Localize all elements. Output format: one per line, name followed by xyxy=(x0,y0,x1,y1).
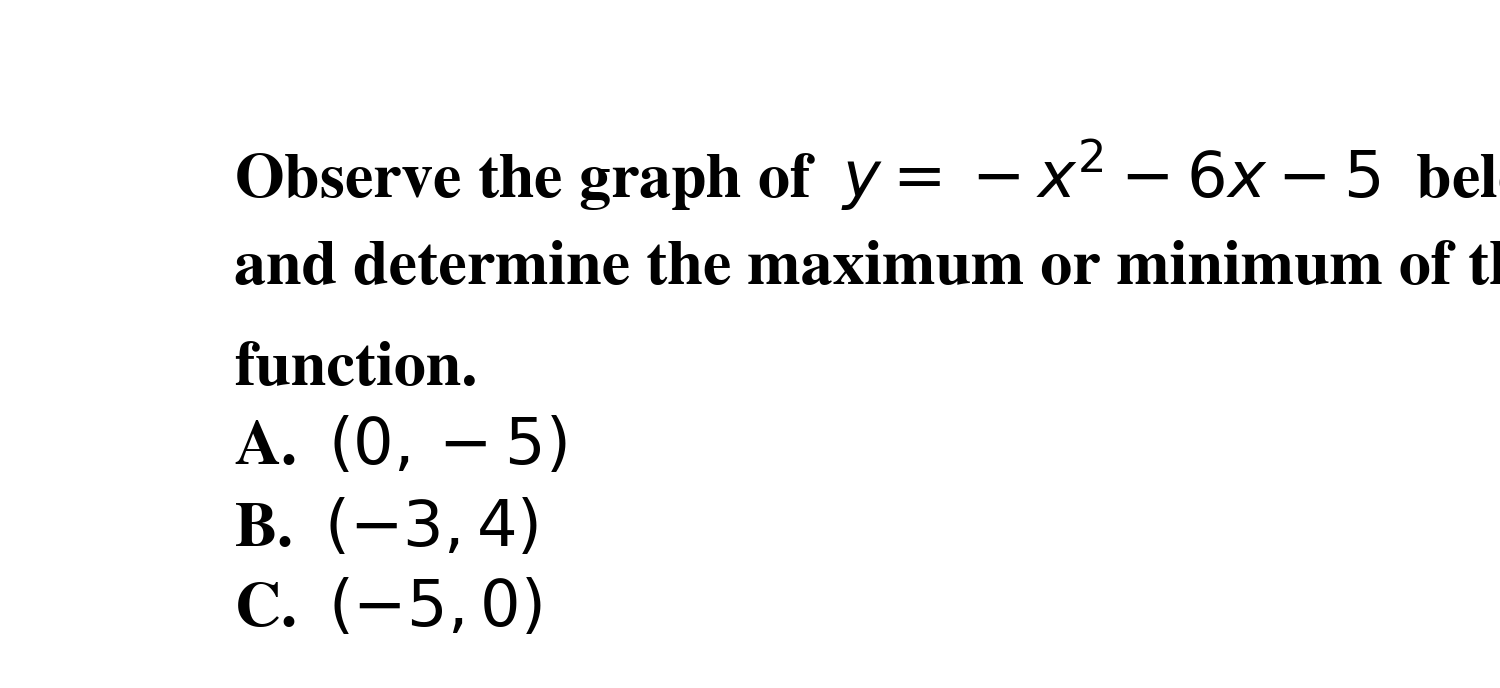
Text: function.: function. xyxy=(234,342,477,398)
Text: Observe the graph of  $y = -x^2 - 6x - 5$  below: Observe the graph of $y = -x^2 - 6x - 5$… xyxy=(234,138,1500,213)
Text: A.  $(0, -5)$: A. $(0, -5)$ xyxy=(234,416,567,477)
Text: B.  $(-3, 4)$: B. $(-3, 4)$ xyxy=(234,498,538,559)
Text: C.  $(-5, 0)$: C. $(-5, 0)$ xyxy=(234,578,542,639)
Text: and determine the maximum or minimum of the: and determine the maximum or minimum of … xyxy=(234,241,1500,297)
